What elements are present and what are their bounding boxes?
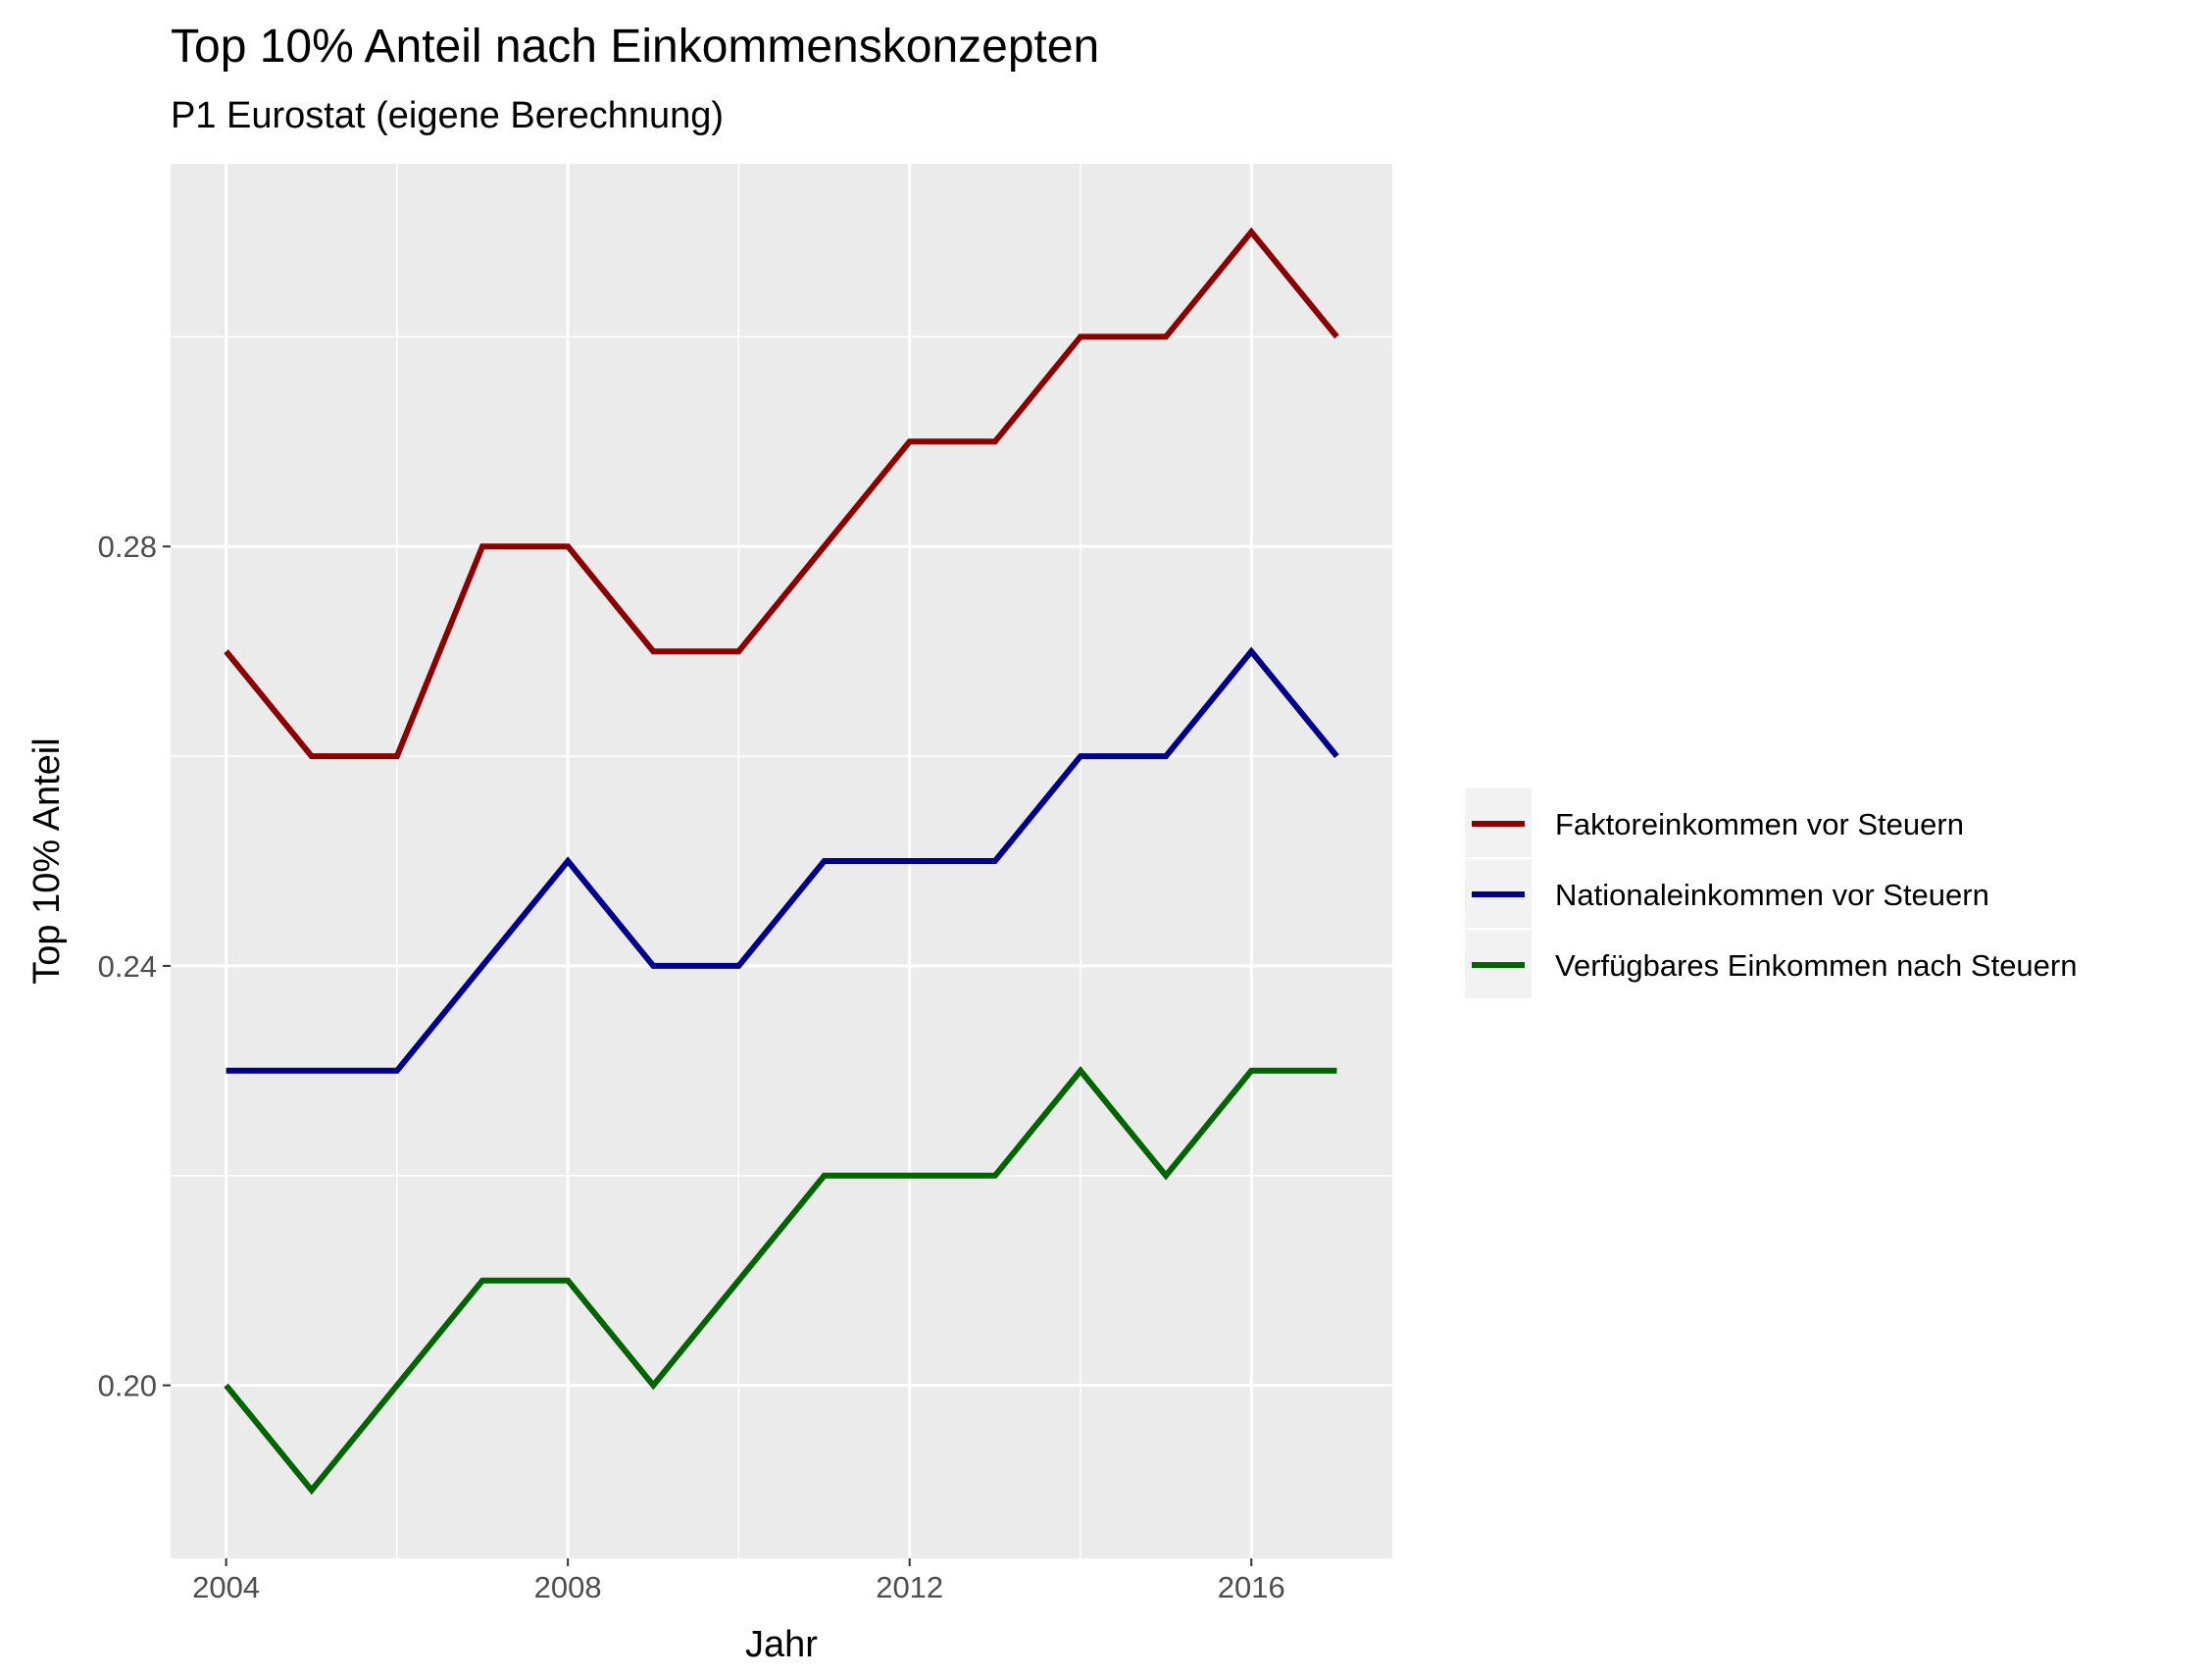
- y-tick-label: 0.28: [98, 530, 157, 564]
- x-tick-label: 2012: [876, 1570, 943, 1604]
- series-line: [224, 1066, 1337, 1496]
- y-tick-label: 0.20: [98, 1369, 157, 1403]
- plot-panel: [171, 164, 1392, 1558]
- x-tick-label: 2016: [1218, 1570, 1285, 1604]
- series-lines: [224, 227, 1339, 1496]
- legend-label: Faktoreinkommen vor Steuern: [1555, 807, 1964, 841]
- legend: Faktoreinkommen vor Steuern Nationaleinko…: [1465, 788, 2077, 998]
- legend-label: Nationaleinkommen vor Steuern: [1555, 878, 1989, 912]
- legend-label: Verfügbares Einkommen nach Steuern: [1555, 948, 2077, 983]
- chart-title: Top 10% Anteil nach Einkommenskonzepten: [171, 21, 1099, 73]
- x-tick-label: 2004: [192, 1570, 260, 1604]
- series-line: [226, 646, 1339, 1074]
- x-axis: 2004 2008 2012 2016: [192, 1558, 1285, 1604]
- y-axis: 0.20 0.24 0.28: [98, 530, 171, 1403]
- y-axis-title: Top 10% Anteil: [26, 737, 68, 984]
- gridlines: [171, 164, 1392, 1558]
- x-tick-label: 2008: [534, 1570, 602, 1604]
- x-axis-title: Jahr: [745, 1624, 818, 1665]
- series-line: [224, 227, 1339, 760]
- y-tick-label: 0.24: [98, 949, 157, 984]
- chart-subtitle: P1 Eurostat (eigene Berechnung): [171, 95, 724, 136]
